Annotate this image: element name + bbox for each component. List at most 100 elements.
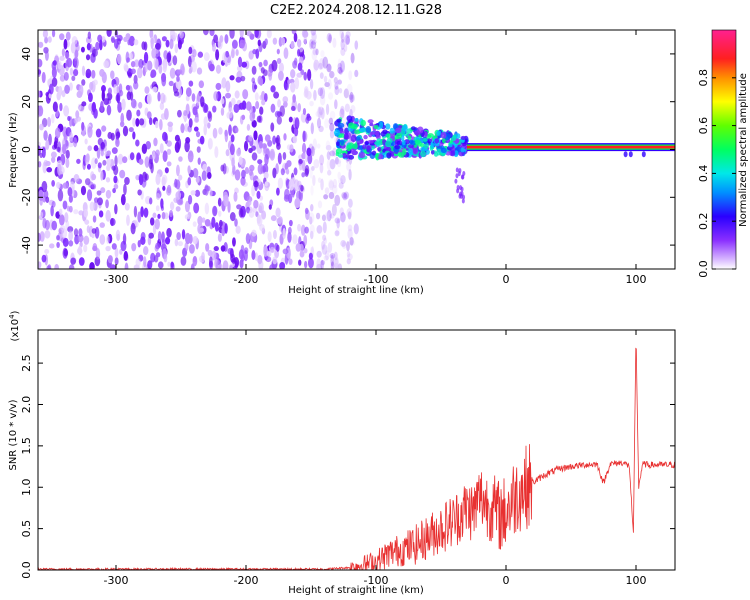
heatmap-noise-cell bbox=[147, 260, 153, 269]
heatmap-noise-cell bbox=[151, 48, 157, 59]
heatmap-transition-cell bbox=[374, 131, 380, 136]
heatmap-noise-cell bbox=[70, 42, 76, 54]
heatmap-noise-cell bbox=[211, 216, 216, 229]
heatmap-noise-cell bbox=[212, 205, 218, 217]
heatmap-noise-cell bbox=[184, 214, 190, 220]
heatmap-noise-cell bbox=[251, 152, 258, 161]
heatmap-noise-cell bbox=[100, 141, 106, 150]
heatmap-noise-cell bbox=[44, 230, 51, 239]
heatmap-noise-cell bbox=[144, 60, 148, 73]
heatmap-noise-cell bbox=[70, 257, 76, 265]
snr-xlabel: Height of straight line (km) bbox=[288, 585, 424, 596]
heatmap-noise-cell bbox=[324, 187, 330, 195]
heatmap-noise-cell bbox=[321, 240, 325, 250]
heatmap-noise-cell bbox=[292, 94, 296, 103]
snr-yscale-note: (x104) bbox=[8, 310, 21, 341]
heatmap-noise-cell bbox=[172, 32, 178, 39]
heatmap-noise-cell bbox=[54, 263, 60, 269]
heatmap-noise-cell bbox=[234, 90, 240, 99]
heatmap-transition-cell bbox=[455, 173, 459, 179]
heatmap-noise-cell bbox=[68, 205, 73, 213]
heatmap-noise-cell bbox=[64, 212, 69, 223]
heatmap-noise-cell bbox=[97, 197, 103, 206]
heatmap-noise-cell bbox=[38, 41, 44, 48]
heatmap-noise-cell bbox=[120, 240, 127, 252]
heatmap-noise-cell bbox=[326, 63, 332, 73]
heatmap-noise-cell bbox=[69, 67, 74, 76]
heatmap-noise-cell bbox=[329, 150, 336, 157]
heatmap-noise-cell bbox=[159, 102, 165, 111]
heatmap-transition-cell bbox=[448, 143, 453, 148]
heatmap-noise-cell bbox=[81, 65, 86, 76]
heatmap-noise-cell bbox=[247, 199, 252, 206]
heatmap-noise-cell bbox=[155, 42, 161, 50]
heatmap-transition-cell bbox=[412, 147, 419, 155]
heatmap-noise-cell bbox=[309, 79, 314, 90]
heatmap-noise-cell bbox=[293, 32, 298, 43]
heatmap-noise-cell bbox=[266, 250, 272, 257]
heatmap-noise-cell bbox=[337, 58, 342, 68]
heatmap-noise-cell bbox=[324, 118, 330, 129]
heatmap-noise-cell bbox=[288, 258, 293, 265]
y-tick-label: 40 bbox=[20, 47, 33, 61]
heatmap-noise-cell bbox=[233, 191, 238, 202]
colorbar-label: Normalized spectral amplitude bbox=[738, 73, 749, 227]
heatmap-noise-cell bbox=[332, 178, 338, 189]
heatmap-noise-cell bbox=[72, 69, 79, 77]
heatmap-noise-cell bbox=[333, 79, 339, 86]
heatmap-noise-cell bbox=[255, 100, 260, 110]
heatmap-noise-cell bbox=[261, 99, 266, 106]
heatmap-noise-cell bbox=[83, 235, 90, 245]
heatmap-noise-cell bbox=[239, 30, 244, 38]
heatmap-noise-cell bbox=[329, 253, 336, 259]
heatmap-noise-cell bbox=[166, 227, 172, 238]
heatmap-transition-cell bbox=[408, 148, 413, 154]
heatmap-transition-cell bbox=[436, 148, 441, 156]
heatmap-noise-cell bbox=[89, 201, 95, 212]
heatmap-noise-cell bbox=[235, 225, 241, 234]
heatmap-noise-cell bbox=[41, 71, 46, 84]
heatmap-noise-cell bbox=[315, 48, 319, 56]
heatmap-noise-cell bbox=[135, 117, 140, 127]
heatmap-noise-cell bbox=[304, 164, 310, 176]
heatmap-noise-cell bbox=[273, 91, 280, 99]
heatmap-noise-cell bbox=[274, 242, 279, 251]
heatmap-noise-cell bbox=[239, 259, 244, 269]
heatmap-noise-cell bbox=[340, 240, 347, 247]
snr-background bbox=[38, 330, 675, 570]
colorbar-gradient bbox=[711, 29, 737, 270]
heatmap-transition-cell bbox=[441, 152, 446, 157]
heatmap-noise-cell bbox=[166, 161, 172, 167]
x-tick-label: 0 bbox=[503, 574, 510, 587]
snr-frame bbox=[37, 329, 676, 571]
heatmap-noise-cell bbox=[327, 92, 334, 100]
heatmap-noise-cell bbox=[303, 71, 308, 81]
heatmap-noise-cell bbox=[86, 225, 90, 233]
heatmap-noise-cell bbox=[266, 69, 273, 77]
heatmap-transition-cell bbox=[461, 198, 465, 204]
heatmap-noise-cell bbox=[144, 173, 149, 181]
heatmap-noise-cell bbox=[188, 118, 193, 128]
heatmap-noise-cell bbox=[325, 140, 331, 150]
heatmap-noise-cell bbox=[238, 208, 244, 218]
heatmap-noise-cell bbox=[115, 138, 120, 148]
heatmap-noise-cell bbox=[235, 127, 239, 133]
heatmap-noise-cell bbox=[329, 158, 336, 170]
heatmap-noise-cell bbox=[71, 75, 76, 82]
heatmap-noise-cell bbox=[208, 256, 213, 268]
heatmap-noise-cell bbox=[119, 248, 123, 255]
heatmap-transition-cell bbox=[395, 132, 403, 140]
heatmap-noise-cell bbox=[188, 194, 193, 205]
heatmap-noise-cell bbox=[231, 157, 235, 168]
heatmap-noise-cell bbox=[225, 149, 230, 157]
heatmap-transition-cell bbox=[367, 139, 375, 144]
heatmap-noise-cell bbox=[135, 258, 141, 267]
heatmap-noise-cell bbox=[277, 216, 283, 226]
heatmap-noise-cell bbox=[257, 163, 264, 175]
heatmap-noise-cell bbox=[307, 69, 312, 81]
x-tick-label: -200 bbox=[234, 574, 259, 587]
heatmap-noise-cell bbox=[273, 229, 277, 240]
heatmap-noise-cell bbox=[294, 197, 301, 209]
heatmap-transition-cell bbox=[379, 121, 384, 129]
heatmap-noise-cell bbox=[297, 223, 302, 232]
